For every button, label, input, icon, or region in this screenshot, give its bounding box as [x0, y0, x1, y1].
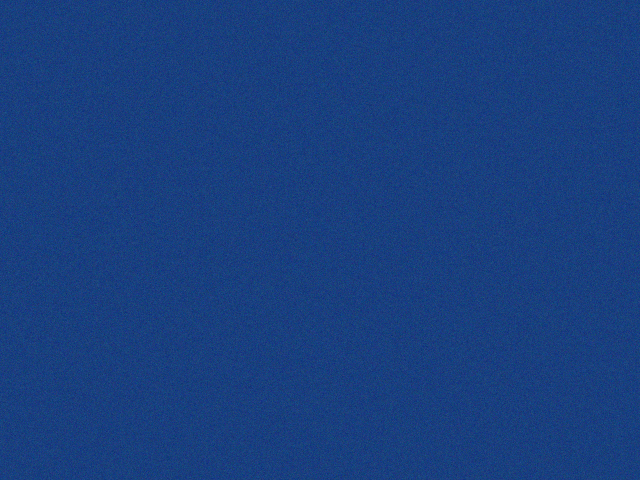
- Text: ■: ■: [26, 278, 52, 306]
- Text: In an umbilical blood of newborn: In an umbilical blood of newborn: [64, 379, 640, 412]
- Text: RETICULOCYTES: RETICULOCYTES: [93, 34, 547, 82]
- Text: Normal values:: Normal values:: [167, 106, 473, 140]
- Text: 30-70 x 10$^9$/l: 30-70 x 10$^9$/l: [64, 334, 301, 372]
- Text: 20-60 %: 20-60 %: [64, 434, 216, 468]
- Text: Absolute quantity of reticulocytes: Absolute quantity of reticulocytes: [64, 278, 640, 312]
- Text: ■: ■: [26, 379, 52, 407]
- Text: Fraction of reticulocytes 0,5-1,2 %: Fraction of reticulocytes 0,5-1,2 %: [64, 178, 640, 211]
- Text: ■: ■: [26, 178, 52, 205]
